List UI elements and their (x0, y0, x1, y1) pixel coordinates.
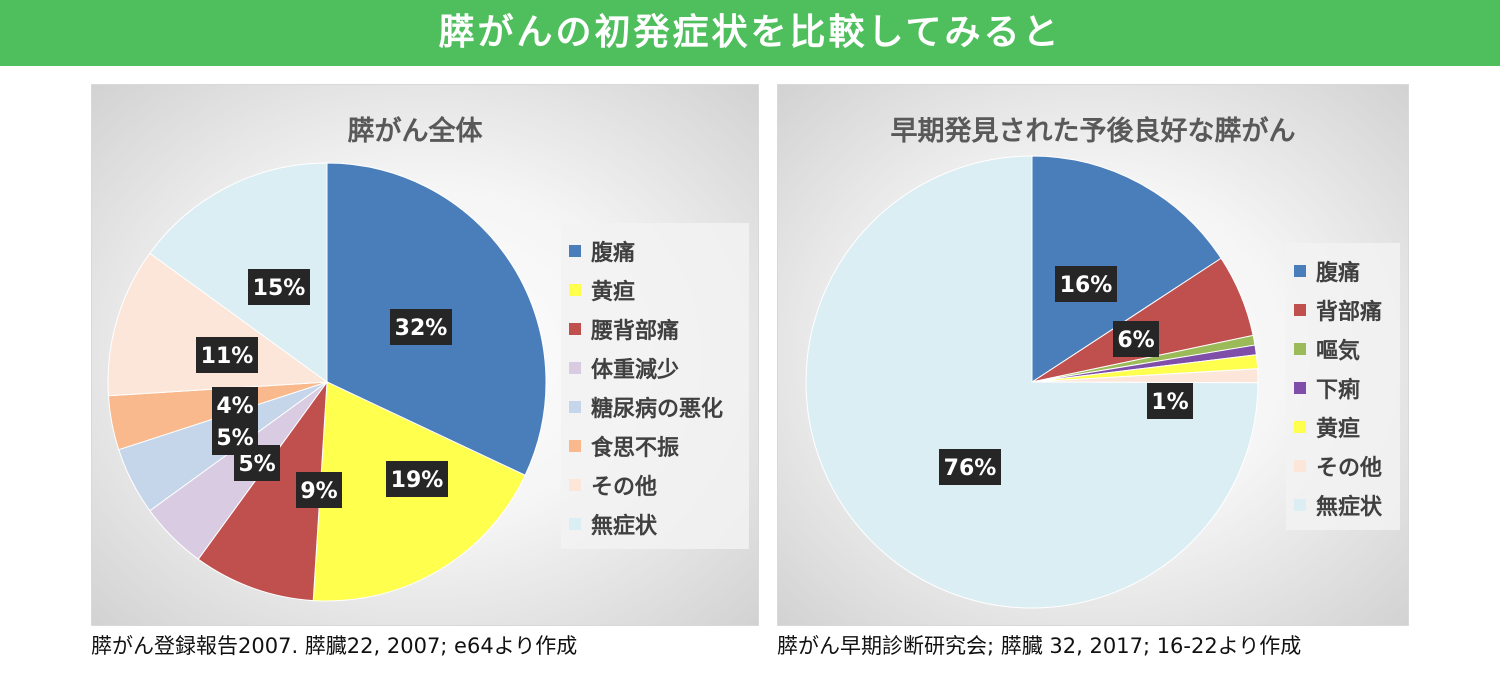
pie-slice-3 (197, 380, 328, 602)
chart-panel-early: 早期発見された予後良好な膵がん 16% 6% 1% 76% 腹痛背部痛嘔気下痢黄疸その… (777, 84, 1409, 626)
legend-label: その他 (591, 474, 658, 500)
legend-swatch (1294, 459, 1306, 472)
pie-slice-7 (805, 155, 1259, 609)
pie-label-box (390, 309, 452, 345)
pie-label-box (196, 337, 258, 373)
chart-title: 膵がん全体 (347, 116, 483, 147)
pie-data-label: 11% (201, 344, 254, 369)
legend-label: 背部痛 (1316, 299, 1383, 325)
legend-label: 腹痛 (591, 240, 636, 266)
pie-data-label: 19% (391, 468, 444, 493)
legend-item: 背部痛 (1294, 290, 1392, 329)
legend-swatch (1294, 381, 1306, 394)
legend-item: 体重減少 (569, 348, 741, 387)
pie-data-label: 5% (238, 452, 275, 477)
pie-chart-overall: 32% 19% 9% 5%5% 4% 11% 15% (107, 162, 547, 602)
legend-swatch (569, 361, 581, 374)
pie-chart-early: 16% 6% 1% 76% (805, 155, 1259, 609)
pie-slices (805, 155, 1259, 609)
legend-swatch (569, 517, 581, 530)
pie-data-label: 5% (216, 426, 253, 451)
legend-label: 糖尿病の悪化 (591, 396, 724, 422)
legend-swatch (1294, 498, 1306, 511)
pie-data-label: 16% (1060, 273, 1113, 298)
legend-label: 体重減少 (591, 357, 680, 383)
chart-panel-overall: 膵がん全体 32% 19% 9% 5% 5% 4% 11% 15% 腹痛黄疸腰背部痛体重減少糖… (91, 84, 759, 626)
legend-item: その他 (1294, 446, 1392, 485)
legend-swatch (569, 322, 581, 335)
legend-item: 無症状 (1294, 485, 1392, 524)
legend-item: 糖尿病の悪化 (569, 387, 741, 426)
legend-swatch (1294, 264, 1306, 277)
pie-data-label: 9% (300, 479, 337, 504)
pie-slices (107, 162, 547, 602)
pie-data-label: 15% (253, 276, 306, 301)
pie-data-label: 32% (395, 316, 448, 341)
legend-item: 腰背部痛 (569, 309, 741, 348)
legend-label: 腰背部痛 (591, 318, 680, 344)
pie-slice-7 (107, 252, 329, 397)
chart-legend: 腹痛黄疸腰背部痛体重減少糖尿病の悪化 食思不振その他無症状 (561, 223, 749, 549)
legend-item: 食思不振 (569, 426, 741, 465)
legend-label: 嘔気 (1316, 338, 1361, 364)
pie-label-box (939, 449, 1001, 485)
pie-data-label: 1% (1151, 390, 1188, 415)
legend-swatch (569, 400, 581, 413)
pie-label-box (386, 461, 448, 497)
legend-swatch (569, 244, 581, 257)
pie-slice-1 (1031, 155, 1222, 383)
pie-label-box (296, 472, 342, 508)
legend-label: 黄疸 (1316, 416, 1361, 442)
legend-swatch (569, 439, 581, 452)
legend-label: 黄疸 (591, 279, 636, 305)
legend-item: 下痢 (1294, 368, 1392, 407)
pie-slice-8 (149, 162, 328, 383)
chart-legend: 腹痛背部痛嘔気下痢黄疸その他無症状 (1286, 243, 1400, 530)
legend-item: 無症状 (569, 504, 741, 543)
legend-label: その他 (1316, 455, 1383, 481)
legend-item: 黄疸 (569, 270, 741, 309)
pie-data-label: 76% (944, 456, 997, 481)
pie-label-box (1113, 321, 1159, 357)
legend-label: 無症状 (1316, 494, 1383, 520)
pie-data-label: 4% (216, 394, 253, 419)
page-title: 膵がんの初発症状を比較してみると (438, 12, 1062, 53)
chart-title: 早期発見された予後良好な膵がん (890, 116, 1296, 147)
legend-swatch (569, 478, 581, 491)
pie-label-box (212, 387, 258, 423)
legend-label: 無症状 (591, 513, 658, 539)
legend-swatch (1294, 303, 1306, 316)
legend-swatch (1294, 342, 1306, 355)
legend-item: 腹痛 (569, 231, 741, 270)
pie-label-box (248, 269, 310, 305)
source-note: 膵がん登録報告2007. 膵臓22, 2007; e64より作成 (91, 634, 578, 658)
page-title-banner: 膵がんの初発症状を比較してみると (0, 0, 1500, 66)
pie-label-box (212, 419, 258, 455)
pie-label-box (1055, 266, 1117, 302)
legend-item: 嘔気 (1294, 329, 1392, 368)
legend-label: 腹痛 (1316, 260, 1361, 286)
legend-label: 食思不振 (591, 435, 680, 461)
legend-item: 腹痛 (1294, 251, 1392, 290)
legend-item: 黄疸 (1294, 407, 1392, 446)
source-note: 膵がん早期診断研究会; 膵臓 32, 2017; 16-22より作成 (777, 634, 1302, 658)
legend-swatch (1294, 420, 1306, 433)
pie-label-box (1147, 383, 1193, 419)
legend-swatch (569, 283, 581, 296)
pie-data-label: 6% (1117, 328, 1154, 353)
legend-label: 下痢 (1316, 377, 1361, 403)
legend-item: その他 (569, 465, 741, 504)
